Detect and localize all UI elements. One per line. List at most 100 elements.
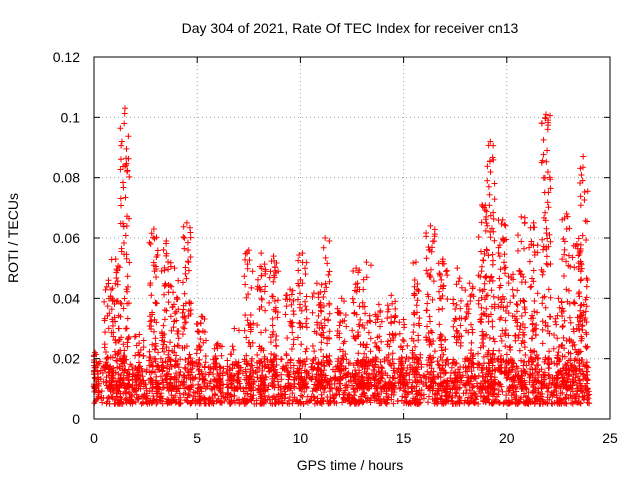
data-point <box>484 177 491 184</box>
data-point <box>572 393 579 400</box>
data-point <box>465 400 472 407</box>
data-point <box>359 322 366 329</box>
data-point <box>489 277 496 284</box>
data-point <box>470 390 477 397</box>
data-point <box>531 308 538 315</box>
data-point <box>309 342 316 349</box>
data-point <box>379 365 386 372</box>
data-point <box>369 370 376 377</box>
data-point <box>265 382 272 389</box>
data-point <box>438 341 445 348</box>
data-point <box>298 307 305 314</box>
data-point <box>257 395 264 402</box>
data-point <box>558 399 565 406</box>
data-point <box>458 373 465 380</box>
data-point <box>268 258 275 265</box>
data-points <box>91 105 593 407</box>
data-point <box>490 142 497 149</box>
data-point <box>516 267 523 274</box>
data-point <box>455 278 462 285</box>
data-point <box>530 219 537 226</box>
data-point <box>488 225 495 232</box>
data-point <box>114 267 121 274</box>
data-point <box>218 352 225 359</box>
data-point <box>418 392 425 399</box>
data-point <box>339 318 346 325</box>
data-point <box>428 341 435 348</box>
data-point <box>507 346 514 353</box>
data-point <box>147 241 154 248</box>
data-point <box>475 372 482 379</box>
x-tick-label: 0 <box>90 430 98 446</box>
data-point <box>485 379 492 386</box>
data-point <box>261 261 268 268</box>
data-point <box>519 320 526 327</box>
data-point <box>507 384 514 391</box>
data-point <box>273 342 280 349</box>
data-point <box>108 365 115 372</box>
data-point <box>342 311 349 318</box>
data-point <box>547 314 554 321</box>
data-point <box>290 297 297 304</box>
data-point <box>167 259 174 266</box>
data-point <box>522 279 529 286</box>
data-point <box>423 267 430 274</box>
data-point <box>186 224 193 231</box>
data-point <box>122 396 129 403</box>
data-point <box>229 343 236 350</box>
data-point <box>412 343 419 350</box>
data-point <box>326 300 333 307</box>
data-point <box>299 393 306 400</box>
data-point <box>530 381 537 388</box>
data-point <box>350 267 357 274</box>
data-point <box>273 352 279 359</box>
data-point <box>576 251 583 258</box>
data-point <box>258 400 265 407</box>
data-point <box>495 294 502 301</box>
data-point <box>490 209 497 216</box>
data-point <box>152 358 159 365</box>
data-point <box>522 384 529 391</box>
data-point <box>327 393 334 400</box>
data-point <box>441 336 448 343</box>
data-point <box>416 315 423 322</box>
data-point <box>270 328 277 335</box>
data-point <box>495 250 502 257</box>
data-point <box>551 387 558 394</box>
data-point <box>415 337 422 344</box>
data-point <box>213 341 220 348</box>
data-point <box>196 356 203 363</box>
data-point <box>256 385 263 392</box>
data-point <box>426 362 433 369</box>
data-point <box>332 363 339 370</box>
data-point <box>490 228 497 235</box>
data-point <box>517 271 524 278</box>
data-point <box>360 356 367 363</box>
data-point <box>123 251 130 258</box>
data-point <box>270 253 277 260</box>
data-point <box>140 377 147 384</box>
data-point <box>179 309 186 316</box>
data-point <box>477 344 484 351</box>
data-point <box>303 324 310 331</box>
data-point <box>302 271 309 278</box>
data-point <box>117 156 124 163</box>
data-point <box>531 348 538 355</box>
data-point <box>424 323 431 330</box>
data-point <box>197 392 204 399</box>
data-point <box>362 310 369 317</box>
data-point <box>425 393 432 400</box>
data-point <box>120 179 127 186</box>
data-point <box>578 261 585 268</box>
data-point <box>180 234 187 241</box>
data-point <box>563 286 570 293</box>
data-point <box>575 377 582 384</box>
data-point <box>424 399 431 406</box>
data-point <box>490 335 497 342</box>
data-point <box>582 383 589 390</box>
data-point <box>546 396 553 403</box>
data-point <box>505 332 512 339</box>
data-point <box>401 321 408 328</box>
data-point <box>317 307 324 314</box>
data-point <box>235 369 242 376</box>
